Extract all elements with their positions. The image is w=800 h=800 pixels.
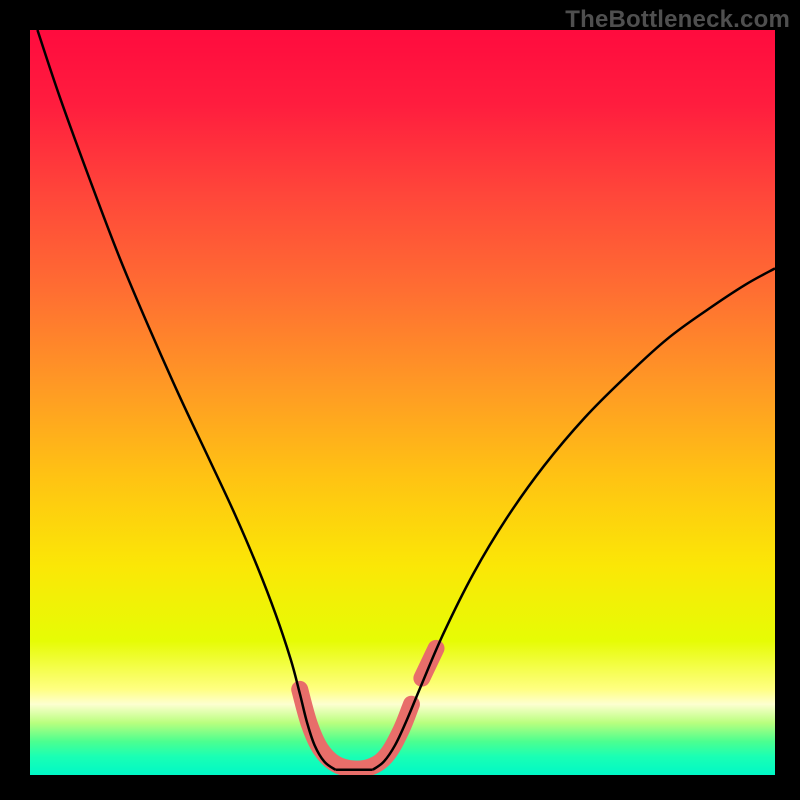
- right-curve-path: [373, 268, 775, 769]
- marker-overlay-path-0: [300, 689, 412, 769]
- plot-area: [30, 30, 775, 775]
- left-curve-path: [37, 30, 335, 770]
- curves-svg: [30, 30, 775, 775]
